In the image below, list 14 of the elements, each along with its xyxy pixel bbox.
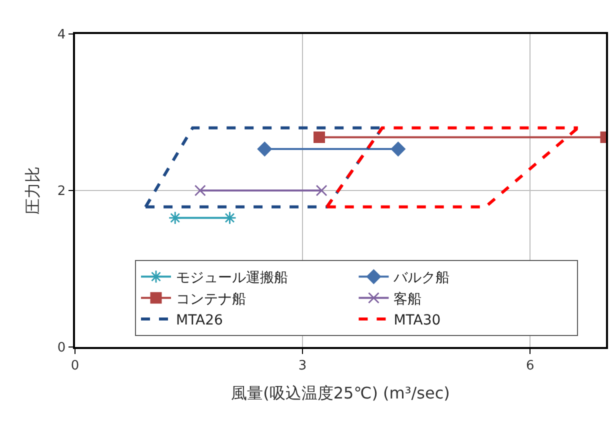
legend-label: バルク船 [392, 270, 450, 286]
legend-label: 客船 [394, 291, 422, 308]
x-axis-title: 風量(吸込温度25℃) (m³/sec) [231, 384, 450, 403]
x-tick-label: 0 [70, 358, 80, 374]
y-axis-title: 圧力比 [22, 166, 42, 214]
y-tick-label: 2 [57, 184, 66, 200]
legend-label: モジュール運搬船 [176, 270, 288, 286]
x-tick-label: 6 [526, 358, 534, 374]
y-tick-label: 4 [57, 28, 66, 43]
legend-label: MTA30 [394, 312, 441, 329]
legend-label: コンテナ船 [176, 291, 246, 308]
x-tick-label: 3 [298, 358, 307, 374]
y-tick-label: 0 [57, 340, 66, 356]
legend-label: MTA26 [176, 312, 224, 329]
